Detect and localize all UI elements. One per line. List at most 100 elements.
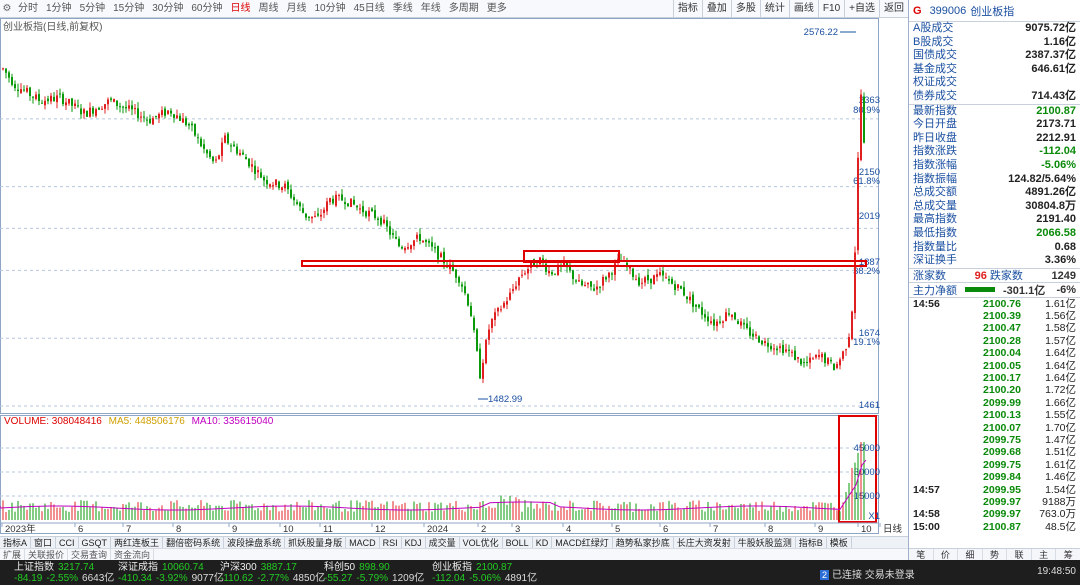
stat-value: 4891.26亿 <box>1025 186 1076 199</box>
indicator-tab[interactable]: 两红连板王 <box>111 537 164 548</box>
indicator-tab[interactable]: 趋势私家抄底 <box>613 537 674 548</box>
indicator-tab[interactable]: 窗口 <box>31 537 57 548</box>
kline-body <box>824 353 826 364</box>
market-index-4[interactable]: 创业板指 2100.87 -112.04 -5.06% 4891亿 <box>432 562 537 584</box>
indicator-tab[interactable]: KDJ <box>402 537 426 548</box>
indicator-tab[interactable]: KD <box>533 537 553 548</box>
kline-body <box>278 181 280 189</box>
quote-tab[interactable]: 细 <box>958 549 983 560</box>
date-label: 9 <box>232 524 237 535</box>
period-tab[interactable]: 10分钟 <box>314 2 346 14</box>
tool-button[interactable]: 统计 <box>759 0 789 18</box>
quote-tab[interactable]: 价 <box>934 549 959 560</box>
kline-body <box>512 289 514 291</box>
kline-body <box>374 210 376 219</box>
tool-button[interactable]: 叠加 <box>701 0 731 18</box>
sub-tab[interactable]: 资金流向 <box>111 549 155 560</box>
period-tab[interactable]: 月线 <box>286 2 307 14</box>
period-tab[interactable]: 分时 <box>18 2 38 14</box>
kline-body <box>293 197 295 201</box>
settings-icon[interactable]: ⚙ <box>2 3 12 14</box>
indicator-tab[interactable]: 指标A <box>0 537 32 548</box>
tool-button[interactable]: 画线 <box>788 0 818 18</box>
period-tab[interactable]: 60分钟 <box>191 2 223 14</box>
indicator-tab[interactable]: 成交量 <box>426 537 460 548</box>
quote-tab[interactable]: 笔 <box>909 549 934 560</box>
indicator-tab[interactable]: BOLL <box>503 537 533 548</box>
tick-price: 2100.17 <box>983 372 1021 385</box>
kline-body <box>29 87 31 96</box>
kline-body <box>248 158 250 167</box>
kline-body <box>713 319 715 326</box>
period-tab[interactable]: 15分钟 <box>113 2 145 14</box>
kline-body <box>662 270 664 276</box>
tool-button[interactable]: 多股 <box>730 0 760 18</box>
kline-body <box>569 266 571 271</box>
connection-status[interactable]: 2 已连接 交易未登录 <box>820 566 915 581</box>
quote-tab[interactable]: 筹 <box>1056 549 1080 560</box>
period-tab[interactable]: 1分钟 <box>46 2 72 14</box>
kline-body <box>791 351 793 353</box>
indicator-tab[interactable]: 波段操盘系统 <box>224 537 286 548</box>
indicator-tab[interactable]: 模板 <box>827 537 852 548</box>
period-tab[interactable]: 更多 <box>486 2 507 14</box>
kline-body <box>314 215 316 217</box>
market-index-1[interactable]: 深证成指 10060.74 -410.34 -3.92% 9077亿 <box>118 562 224 584</box>
market-index-0[interactable]: 上证指数 3217.74 -84.19 -2.55% 6643亿 <box>14 562 114 584</box>
indicator-tab[interactable]: VOL优化 <box>460 537 503 548</box>
kline-body <box>527 269 529 274</box>
tool-button[interactable]: +自选 <box>844 0 879 18</box>
indicator-tab[interactable]: 指标B <box>796 537 827 548</box>
tool-button[interactable]: F10 <box>817 0 844 18</box>
tool-button[interactable]: 返回 <box>879 0 908 18</box>
quote-tab[interactable]: 势 <box>983 549 1008 560</box>
market-index-3[interactable]: 科创50 898.90 -55.27 -5.79% 1209亿 <box>324 562 424 584</box>
kline-body <box>677 284 679 289</box>
period-tab[interactable]: 45日线 <box>353 2 385 14</box>
chart-tools: 指标 叠加 多股 统计 画线 F10 +自选 返回 <box>672 0 908 18</box>
indicator-tab[interactable]: 牛股妖股监测 <box>735 537 796 548</box>
sub-tab[interactable]: 关联报价 <box>25 549 69 560</box>
tool-button[interactable]: 指标 <box>672 0 702 18</box>
period-tab[interactable]: 30分钟 <box>152 2 184 14</box>
indicator-tab[interactable]: 长庄大资发射 <box>674 537 735 548</box>
tick-list[interactable]: 14:56 2100.76 1.61亿 2100.39 1.56亿 2100.47 1.58… <box>909 298 1080 533</box>
indicator-tab[interactable]: MACD <box>346 537 380 548</box>
kline-body <box>740 321 742 326</box>
period-tab[interactable]: 5分钟 <box>79 2 106 14</box>
kline-body <box>143 116 145 118</box>
tick-time: 14:57 <box>913 483 940 496</box>
indicator-tab[interactable]: GSQT <box>79 537 112 548</box>
kline-body <box>83 109 85 114</box>
stat-value: 2066.58 <box>1036 226 1076 239</box>
kline-body <box>794 350 796 361</box>
period-tab[interactable]: 周线 <box>258 2 279 14</box>
index-value: 898.90 <box>359 562 390 573</box>
kline-body <box>692 294 694 307</box>
quote-tab[interactable]: 联 <box>1007 549 1032 560</box>
period-tab[interactable]: 日线 <box>230 2 251 14</box>
indicator-tab[interactable]: RSI <box>380 537 402 548</box>
period-tab[interactable]: 季线 <box>392 2 413 14</box>
indicator-tab[interactable]: CCI <box>56 537 79 548</box>
quote-tab[interactable]: 主 <box>1032 549 1057 560</box>
sub-tab[interactable]: 扩展 <box>0 549 26 560</box>
kline-body <box>23 89 25 91</box>
kline-chart[interactable]: 2576.22 2363 80.9% 2150 61.8% 2019 1887 38.2% 16… <box>0 18 908 538</box>
indicator-tab[interactable]: MACD红绿灯 <box>552 537 613 548</box>
kline-body <box>8 72 10 78</box>
kline-body <box>179 115 181 121</box>
indicator-tab[interactable]: 抓妖股量身版 <box>285 537 347 548</box>
period-tab[interactable]: 年线 <box>420 2 441 14</box>
kline-body <box>578 280 580 282</box>
index-amount: 6643亿 <box>82 573 115 584</box>
market-index-2[interactable]: 沪深300 3887.17 -110.62 -2.77% 4850亿 <box>220 562 325 584</box>
tick-volume: 1.47亿 <box>1045 433 1076 446</box>
period-tab[interactable]: 多周期 <box>448 2 479 14</box>
sub-tab[interactable]: 交易查询 <box>68 549 112 560</box>
tick-time <box>913 347 961 359</box>
index-name: 创业板指 <box>970 5 1015 18</box>
kline-body <box>470 305 472 317</box>
indicator-tab[interactable]: 翻倍密码系统 <box>163 537 225 548</box>
